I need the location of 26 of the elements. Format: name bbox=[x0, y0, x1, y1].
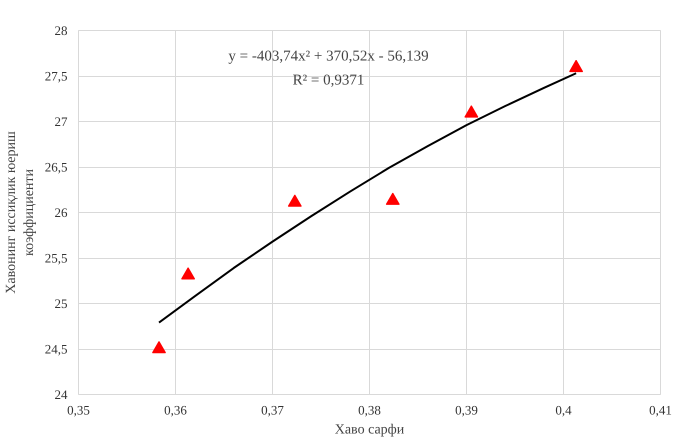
x-tick-label: 0,4 bbox=[555, 402, 572, 418]
y-tick-label: 24,5 bbox=[44, 342, 68, 356]
x-axis-title: Хаво сарфи bbox=[334, 422, 405, 438]
y-tick-label: 26,5 bbox=[44, 160, 68, 174]
x-tick-label: 0,41 bbox=[649, 402, 672, 418]
point bbox=[386, 192, 400, 205]
point bbox=[464, 105, 478, 118]
point bbox=[569, 60, 584, 72]
annotation: y = -403,74x² + 370,52x - 56,139 bbox=[228, 48, 429, 64]
y-axis-title: Хавонинг иссиқлик юериш коэффициенти bbox=[4, 131, 37, 294]
y-tick-label: 24 bbox=[54, 387, 68, 402]
point bbox=[181, 267, 196, 280]
x-tick-label: 0,36 bbox=[164, 402, 188, 418]
point bbox=[288, 194, 302, 207]
y-tick-label: 28 bbox=[54, 23, 68, 38]
x-tick-label: 0,35 bbox=[67, 402, 90, 418]
x-tick-label: 0,38 bbox=[358, 402, 381, 418]
y-tick-label: 27 bbox=[54, 114, 68, 129]
y-tick-label: 25 bbox=[54, 296, 68, 311]
x-tick-label: 0,37 bbox=[261, 402, 284, 418]
x-tick-label: 0,39 bbox=[455, 402, 478, 418]
y-tick-label: 26 bbox=[54, 205, 68, 220]
annotation: R² = 0,9371 bbox=[292, 72, 364, 88]
y-tick-label: 25,5 bbox=[44, 250, 68, 266]
y-tick-label: 27,5 bbox=[44, 68, 68, 84]
point bbox=[152, 340, 166, 354]
